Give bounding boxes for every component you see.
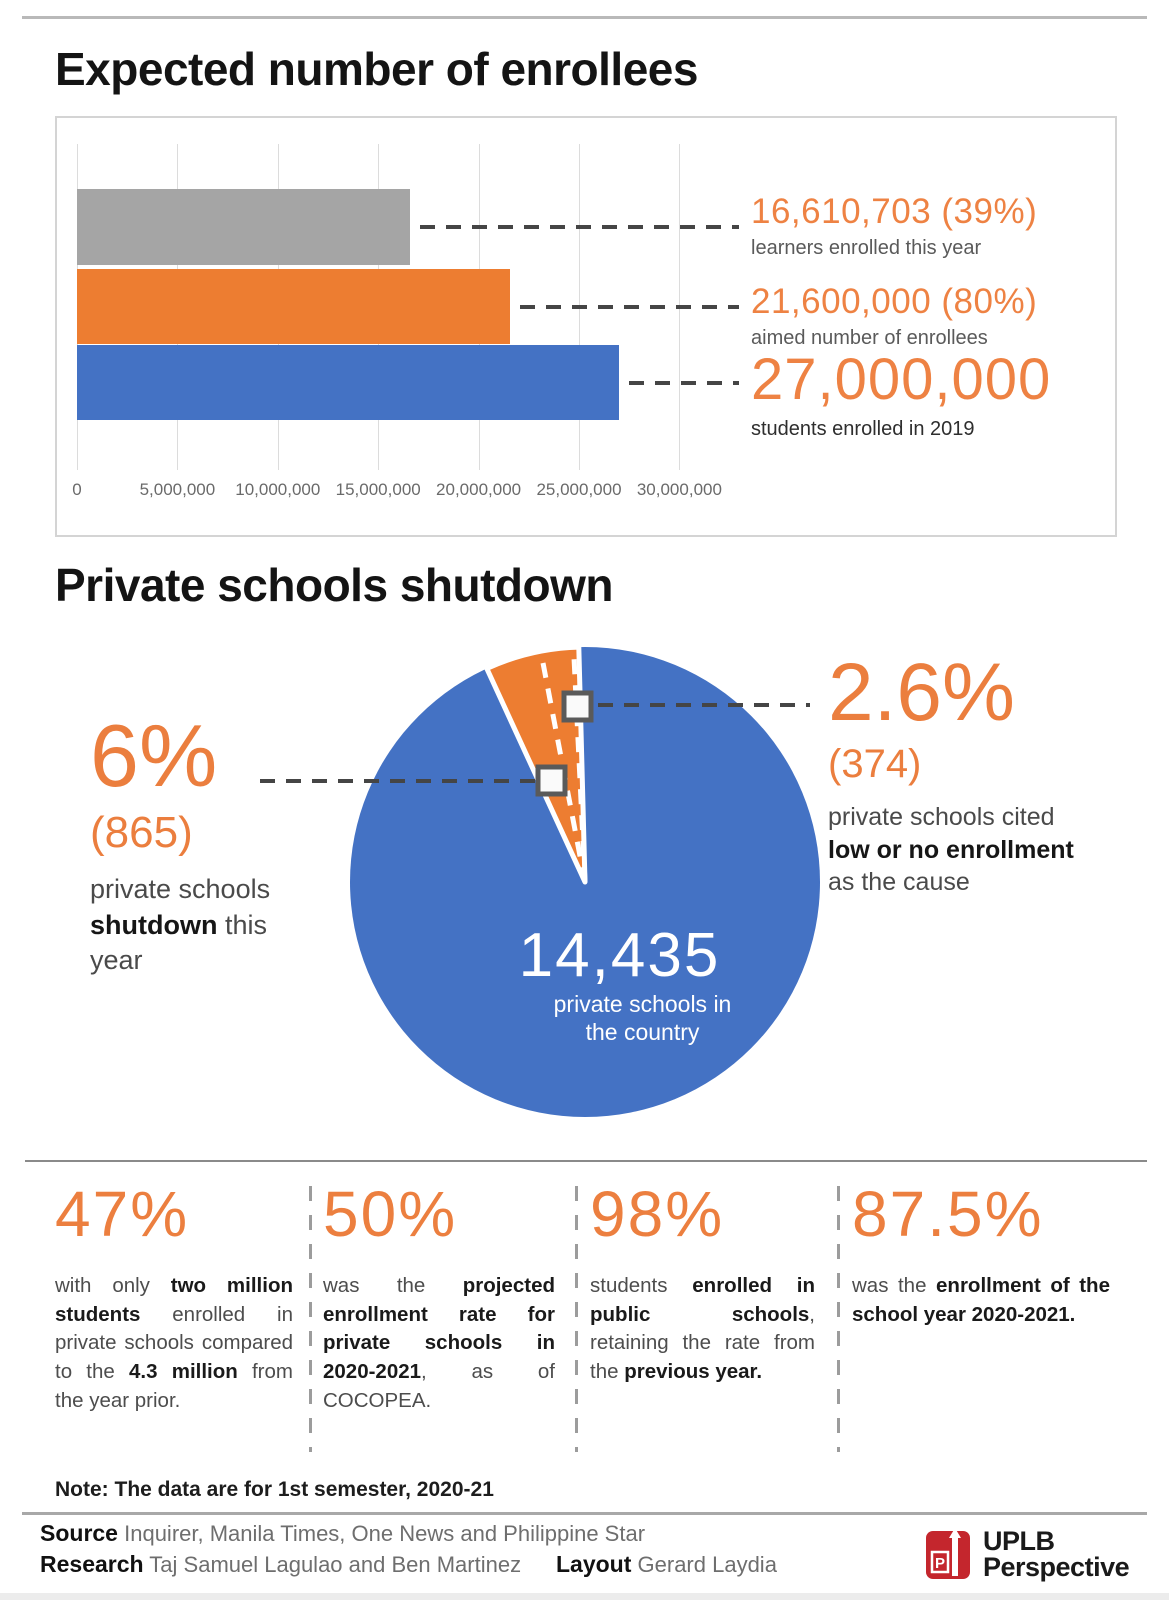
stat-enrollment-2020-2021: 87.5% was the enrollment of the school ye… bbox=[852, 1182, 1110, 1329]
text-segment: as the cause bbox=[828, 868, 970, 896]
footer-divider bbox=[22, 1512, 1147, 1515]
callout-low-enrollment-text: private schools cited low or no enrollme… bbox=[828, 801, 1086, 899]
pie-marker-low-enrollment bbox=[561, 690, 594, 723]
pie-callout-shutdown: 6% (865) private schools shutdown this y… bbox=[90, 712, 318, 979]
stat-public-schools: 98% students enrolled in public schools, … bbox=[590, 1182, 815, 1387]
bar-value-caption: aimed number of enrollees bbox=[751, 327, 988, 349]
source-credit: Source Inquirer, Manila Times, One News … bbox=[40, 1520, 645, 1547]
callout-shutdown-pct: 6% bbox=[90, 706, 218, 805]
text-segment: , retaining the rate from the bbox=[590, 1302, 815, 1384]
research-label: Research bbox=[40, 1551, 144, 1577]
uplb-logo-badge-icon: P bbox=[926, 1528, 970, 1579]
stat-value: 98% bbox=[590, 1178, 725, 1250]
x-axis-tick: 15,000,000 bbox=[335, 480, 421, 499]
bar-value-caption: learners enrolled this year bbox=[751, 237, 982, 259]
pie-chart bbox=[350, 644, 820, 1117]
pie-total-value: 14,435 bbox=[518, 921, 721, 990]
data-note: Note: The data are for 1st semester, 202… bbox=[55, 1478, 494, 1501]
bar-leader-1 bbox=[520, 304, 739, 309]
uplb-logo-line2: Perspective bbox=[983, 1552, 1130, 1582]
text-segment: with only bbox=[55, 1274, 171, 1297]
callout-shutdown-text: private schools shutdown this year bbox=[90, 872, 318, 979]
text-segment: enrolled in private schools compared to … bbox=[55, 1302, 293, 1384]
stat-description: students enrolled in public schools, ret… bbox=[590, 1272, 815, 1387]
text-bold-segment: two million students bbox=[55, 1274, 293, 1326]
stat-value: 87.5% bbox=[852, 1178, 1044, 1250]
uplb-logo-line1: UPLB bbox=[983, 1525, 1055, 1556]
text-bold-segment: enrolled in public schools bbox=[590, 1274, 815, 1326]
bar-value-label-1: 21,600,000 (80%) aimed number of enrollee… bbox=[751, 282, 1037, 350]
pie-leader-right bbox=[598, 703, 810, 707]
bottom-strip bbox=[0, 1593, 1169, 1600]
callout-low-enrollment-pct: 2.6% bbox=[828, 647, 1015, 738]
text-bold-segment: 4.3 million bbox=[129, 1360, 238, 1384]
pie-chart-title: Private schools shutdown bbox=[55, 559, 614, 611]
text-segment: , as of COCOPEA. bbox=[323, 1360, 555, 1412]
text-segment: this year bbox=[90, 909, 268, 976]
text-segment: students bbox=[590, 1274, 693, 1297]
research-value: Taj Samuel Lagulao and Ben Martinez bbox=[149, 1552, 522, 1577]
pie-subslice-dashed-boundary-1 bbox=[571, 651, 588, 883]
stat-projected-rate: 50% was the projected enrollment rate for… bbox=[323, 1182, 555, 1415]
bar-2 bbox=[77, 345, 619, 420]
pie-total-label-line1: private schools in bbox=[553, 991, 732, 1017]
text-bold-segment: enrollment of the school year 2020-2021. bbox=[852, 1274, 1110, 1326]
text-segment: private schools cited bbox=[828, 803, 1055, 831]
source-label: Source bbox=[40, 1520, 118, 1546]
callout-low-enrollment-count: (374) bbox=[828, 742, 922, 786]
layout-credit: Layout Gerard Laydia bbox=[556, 1551, 777, 1578]
bar-leader-2 bbox=[629, 380, 739, 385]
x-axis-tick: 0 bbox=[72, 480, 82, 499]
bar-leader-0 bbox=[420, 225, 739, 229]
x-axis-tick: 5,000,000 bbox=[139, 480, 216, 499]
stat-description: was the enrollment of the school year 20… bbox=[852, 1272, 1110, 1329]
uplb-logo-text: UPLB Perspective bbox=[983, 1525, 1130, 1582]
bar-value-number: 16,610,703 (39%) bbox=[751, 192, 1038, 231]
stats-divider-2 bbox=[575, 1186, 578, 1452]
bar-chart-title: Expected number of enrollees bbox=[55, 43, 698, 95]
bar-value-label-2: 27,000,000 students enrolled in 2019 bbox=[751, 346, 1051, 441]
bar-value-label-0: 16,610,703 (39%) learners enrolled this y… bbox=[751, 192, 1037, 260]
pie-total-label-line2: the country bbox=[585, 1019, 700, 1046]
text-bold-segment: low or no enrollment bbox=[828, 835, 1074, 864]
x-axis-tick: 10,000,000 bbox=[235, 480, 321, 499]
stats-divider-1 bbox=[309, 1186, 312, 1452]
layout-value: Gerard Laydia bbox=[637, 1552, 777, 1577]
source-value: Inquirer, Manila Times, One News and Phi… bbox=[124, 1521, 646, 1546]
x-axis-tick: 30,000,000 bbox=[636, 480, 722, 499]
text-segment: private schools bbox=[90, 874, 271, 904]
stat-value: 50% bbox=[323, 1178, 458, 1250]
text-segment: was the bbox=[323, 1274, 463, 1297]
text-segment: was the bbox=[852, 1274, 937, 1297]
top-divider bbox=[22, 16, 1147, 19]
stat-description: was the projected enrollment rate for pr… bbox=[323, 1272, 555, 1415]
bar-value-number: 27,000,000 bbox=[751, 347, 1052, 412]
text-segment: from the year prior. bbox=[55, 1360, 293, 1412]
bar-chart-panel: 0 5,000,000 10,000,000 15,000,000 20,000,000… bbox=[55, 116, 1117, 537]
callout-shutdown-count: (865) bbox=[90, 808, 193, 857]
section-divider bbox=[25, 1160, 1147, 1162]
pie-leader-left bbox=[260, 779, 546, 783]
stat-description: with only two million students enrolled … bbox=[55, 1272, 293, 1415]
layout-label: Layout bbox=[556, 1551, 632, 1577]
text-bold-segment: projected enrollment rate for private sc… bbox=[323, 1274, 555, 1384]
bar-0 bbox=[77, 189, 410, 265]
x-axis-tick: 20,000,000 bbox=[436, 480, 522, 499]
pie-total-label: private schools in the country bbox=[545, 990, 740, 1046]
text-bold-segment: previous year. bbox=[624, 1360, 763, 1384]
text-bold-segment: shutdown bbox=[90, 909, 218, 940]
bar-value-number: 21,600,000 (80%) bbox=[751, 282, 1038, 321]
uplb-perspective-logo: P UPLB Perspective bbox=[925, 1525, 1130, 1582]
x-axis-tick: 25,000,000 bbox=[536, 480, 622, 499]
stat-value: 47% bbox=[55, 1178, 190, 1250]
stat-private-enrollment: 47% with only two million students enroll… bbox=[55, 1182, 293, 1415]
svg-text:P: P bbox=[935, 1555, 945, 1572]
bar-1 bbox=[77, 269, 510, 344]
bar-value-caption: students enrolled in 2019 bbox=[751, 418, 975, 440]
pie-callout-low-enrollment: 2.6% (374) private schools cited low or … bbox=[828, 652, 1086, 899]
stats-divider-3 bbox=[837, 1186, 840, 1452]
research-credit: Research Taj Samuel Lagulao and Ben Mart… bbox=[40, 1551, 521, 1578]
